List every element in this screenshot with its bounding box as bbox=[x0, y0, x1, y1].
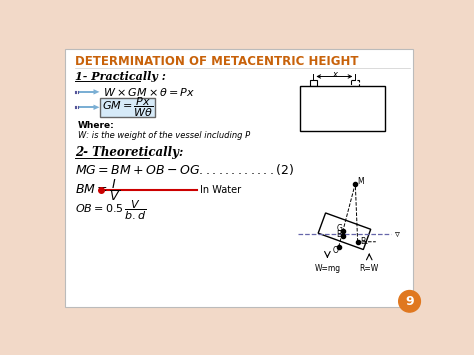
Text: M: M bbox=[357, 178, 364, 186]
Text: R=W: R=W bbox=[360, 264, 379, 273]
Text: W=mg: W=mg bbox=[314, 264, 340, 273]
Polygon shape bbox=[93, 105, 100, 110]
Text: $OB = 0.5\,\dfrac{V}{b.d}$: $OB = 0.5\,\dfrac{V}{b.d}$ bbox=[75, 199, 146, 222]
Text: W: is the weight of the vessel including P: W: is the weight of the vessel including… bbox=[78, 131, 250, 140]
Polygon shape bbox=[318, 213, 371, 250]
Text: DETERMINATION OF METACENTRIC HEIGHT: DETERMINATION OF METACENTRIC HEIGHT bbox=[75, 55, 358, 69]
Circle shape bbox=[399, 290, 420, 312]
Text: $MG = BM + OB - OG............(2)$: $MG = BM + OB - OG............(2)$ bbox=[75, 162, 294, 177]
Text: 9: 9 bbox=[405, 295, 414, 308]
Bar bbox=[310, 80, 317, 87]
Text: B: B bbox=[337, 230, 342, 239]
Bar bbox=[80, 91, 93, 93]
Text: B₁: B₁ bbox=[360, 237, 368, 246]
Bar bbox=[80, 106, 93, 108]
Polygon shape bbox=[93, 89, 100, 94]
Text: 2- Theoretically:: 2- Theoretically: bbox=[75, 146, 183, 159]
Text: In Water: In Water bbox=[201, 185, 241, 196]
Text: x: x bbox=[332, 70, 337, 79]
Bar bbox=[351, 80, 359, 87]
Text: O: O bbox=[332, 246, 338, 255]
Text: Where:: Where: bbox=[78, 121, 115, 130]
Bar bbox=[300, 87, 385, 131]
Text: 1- Practically :: 1- Practically : bbox=[75, 71, 165, 82]
Text: $GM = \dfrac{Px}{W\theta}$: $GM = \dfrac{Px}{W\theta}$ bbox=[101, 95, 153, 119]
Text: $\triangledown$: $\triangledown$ bbox=[394, 229, 401, 239]
Text: G: G bbox=[337, 224, 343, 233]
FancyBboxPatch shape bbox=[100, 98, 155, 116]
Text: $BM = \dfrac{I}{V}$: $BM = \dfrac{I}{V}$ bbox=[75, 178, 121, 203]
Text: $W\times GM\times\theta = Px$: $W\times GM\times\theta = Px$ bbox=[103, 86, 195, 98]
